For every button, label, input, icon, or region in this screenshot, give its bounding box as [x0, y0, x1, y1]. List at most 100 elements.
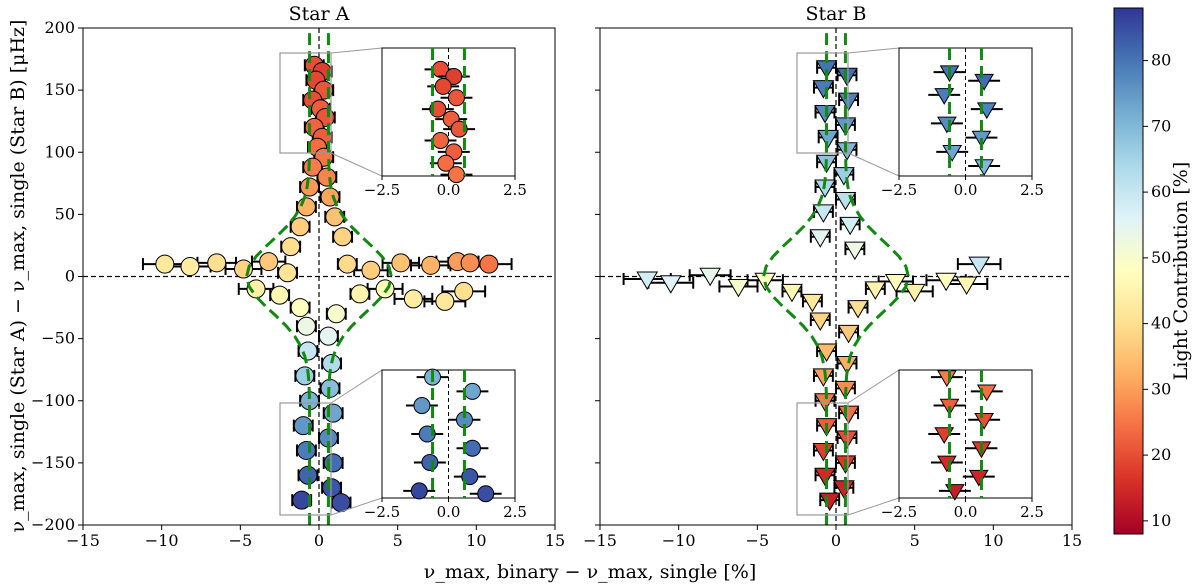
data-point [812, 80, 835, 99]
data-point [292, 490, 312, 510]
colorbar-tick-label: 20 [1151, 445, 1171, 464]
inset-data-point [937, 370, 957, 388]
data-point [180, 257, 200, 277]
x-tick-label: 10 [983, 531, 1003, 550]
fit-envelope-right [326, 28, 393, 525]
colorbar-tick-label: 60 [1151, 182, 1171, 201]
data-point [809, 312, 832, 331]
data-point [391, 253, 411, 273]
zoom-connector [847, 369, 900, 404]
inset-data-point [463, 382, 481, 400]
data-point [636, 271, 659, 290]
data-point [293, 416, 313, 436]
data-point [812, 368, 835, 387]
data-point [322, 353, 342, 373]
data-point [460, 253, 480, 273]
inset-data-point [437, 154, 455, 172]
inset-x-tick-label: −2.5 [364, 503, 400, 521]
inset-data-point [463, 439, 481, 457]
inset-data-point [968, 469, 989, 487]
panel-b-ticks: −15 −10 −5 0 5 10 15 [583, 27, 1082, 550]
fit-envelope-left [245, 28, 312, 525]
zoom-region [279, 52, 332, 154]
data-point [403, 289, 423, 309]
zoom-region [279, 402, 332, 516]
x-tick-label: 15 [545, 531, 565, 550]
panel-a-insets: −2.5 0.0 2.5 −2.5 0.0 2.5 [279, 47, 527, 521]
colorbar-tick-label: 70 [1151, 116, 1171, 135]
data-point [864, 281, 887, 300]
y-tick-label: −50 [41, 329, 75, 348]
panel-b-title: Star B [805, 3, 866, 25]
data-point [270, 285, 290, 305]
colorbar-tick-label: 80 [1151, 51, 1171, 70]
data-point [659, 275, 682, 294]
x-tick-label: −15 [583, 531, 617, 550]
zoom-connector [330, 497, 383, 516]
data-point [207, 253, 227, 273]
x-tick-label: −10 [662, 531, 696, 550]
colorbar: 10 20 30 40 50 60 70 80 Light Contribution [%] [1113, 7, 1192, 535]
data-point [818, 492, 841, 512]
inset-x-tick-label: 2.5 [503, 181, 527, 199]
data-point [832, 167, 855, 186]
data-point [836, 67, 858, 87]
data-point [836, 355, 858, 375]
x-tick-label: −15 [66, 531, 100, 550]
data-point [809, 229, 832, 248]
panel-b-markers [600, 28, 1072, 525]
x-tick-label: 15 [1062, 531, 1082, 550]
inset-data-point [410, 482, 428, 500]
y-tick-label: 150 [44, 80, 75, 99]
data-point [318, 326, 338, 346]
data-point [323, 403, 343, 423]
fit-envelope-left [762, 28, 829, 525]
x-tick-label: 5 [910, 531, 920, 550]
data-point [337, 254, 357, 274]
data-point [454, 281, 474, 301]
inset-data-point [942, 145, 963, 162]
inset-x-tick-label: 2.5 [503, 503, 527, 521]
colorbar-tick-label: 40 [1151, 314, 1171, 333]
panel-a-markers [83, 28, 555, 525]
inset-data-point [421, 453, 439, 471]
x-tick-label: −5 [229, 531, 253, 550]
y-axis-label: ν_max, single (Star A) − ν_max, single (… [7, 20, 29, 533]
data-point [479, 254, 499, 274]
inset-x-tick-label: 0.0 [954, 503, 978, 521]
y-tick-label: 100 [44, 142, 75, 161]
panel-star-b: Star B −15 −10 −5 0 5 10 15 −2.5 0.0 2.5 −2.5 0.0 2… [583, 3, 1082, 550]
data-point [812, 442, 835, 462]
data-point [246, 279, 266, 299]
inset-x-tick-label: 2.5 [1020, 181, 1044, 199]
data-point [837, 324, 860, 344]
zoom-connector [847, 152, 900, 177]
zoom-region [796, 52, 849, 154]
data-point [884, 273, 907, 293]
data-point [839, 216, 862, 236]
y-tick-label: 200 [44, 18, 75, 37]
panel-star-a: Star A −15 −10 −5 0 5 10 15−200−150−100−500501… [31, 3, 565, 550]
zoom-connector [330, 369, 383, 404]
data-point [832, 480, 855, 499]
inset-data-point [974, 412, 994, 430]
data-point [296, 316, 316, 336]
data-point [281, 237, 301, 257]
x-tick-label: −10 [145, 531, 179, 550]
colorbar-ticks: 10 20 30 40 50 60 70 80 [1143, 51, 1171, 530]
y-tick-label: −100 [31, 391, 75, 410]
x-tick-label: 0 [314, 531, 324, 550]
colorbar-gradient [1113, 7, 1144, 535]
data-point [847, 300, 869, 319]
data-point [259, 252, 279, 272]
data-point [421, 255, 441, 275]
inset-x-tick-label: −2.5 [881, 181, 917, 199]
data-point [331, 493, 351, 513]
data-point [814, 104, 836, 124]
data-point [300, 177, 320, 197]
colorbar-tick-label: 30 [1151, 379, 1171, 398]
inset-data-point [447, 89, 465, 107]
data-point [296, 197, 316, 217]
data-point [812, 204, 835, 223]
data-point [155, 254, 175, 274]
